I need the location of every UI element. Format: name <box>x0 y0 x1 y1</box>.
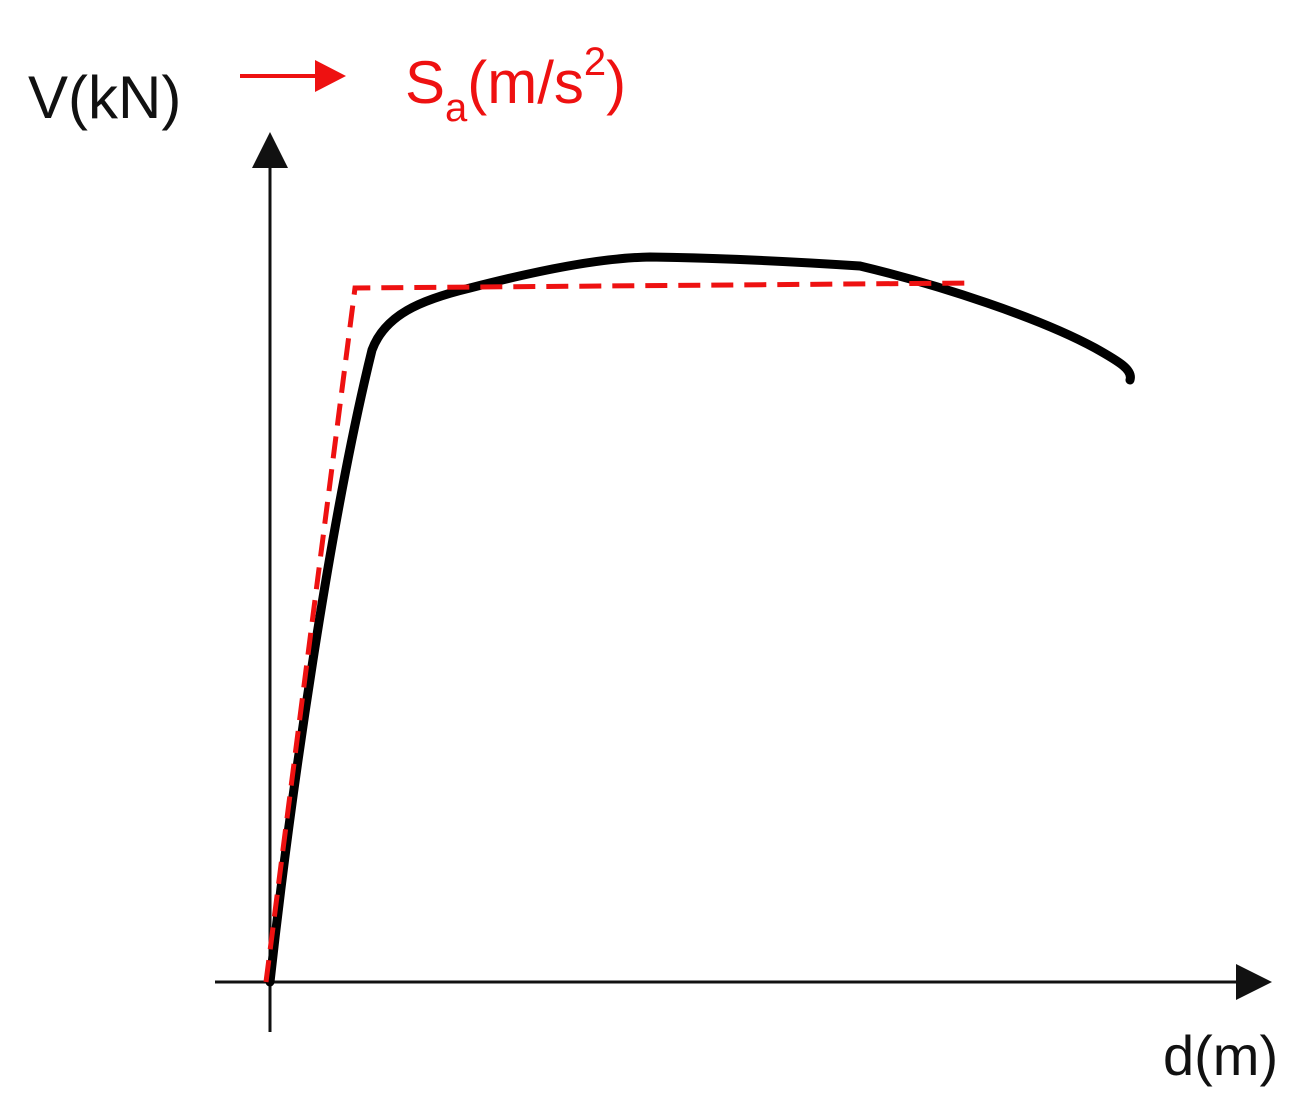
conversion-arrow-head <box>315 60 346 92</box>
label-unit: (m/s <box>467 49 584 116</box>
capacity-curve <box>265 252 1135 987</box>
transformed-axis-label: Sa(m/s2) <box>405 40 626 130</box>
x-axis-label: d(m) <box>1163 1024 1278 1087</box>
y-axis-label: V(kN) <box>28 64 181 131</box>
label-subscript: a <box>445 86 468 130</box>
bilinear-curve <box>263 280 976 983</box>
label-close: ) <box>606 49 626 116</box>
x-axis-arrow <box>1236 964 1272 1000</box>
label-superscript: 2 <box>584 40 606 84</box>
label-base: S <box>405 49 445 116</box>
y-axis-arrow <box>252 132 288 168</box>
